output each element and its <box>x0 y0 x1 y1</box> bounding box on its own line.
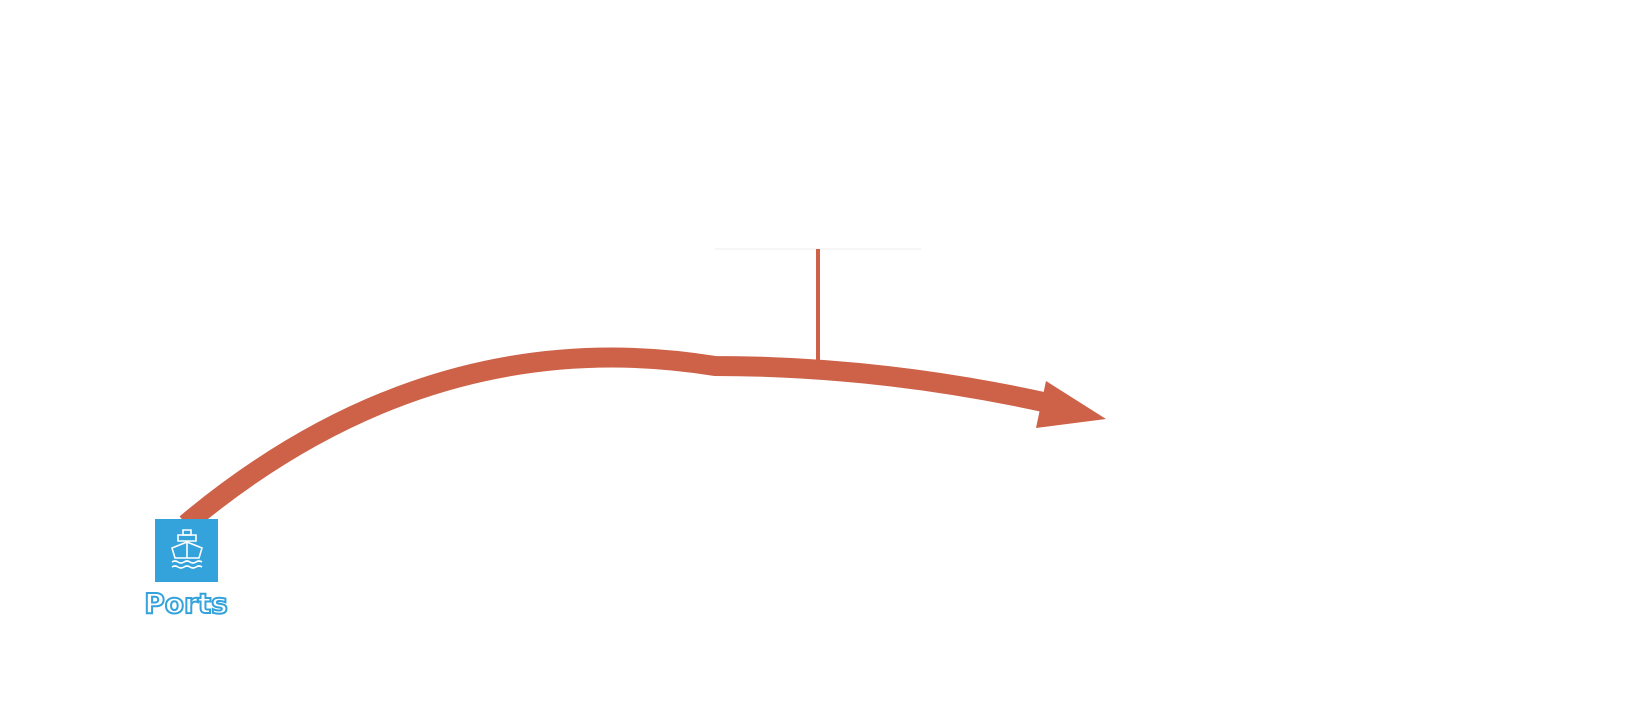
ports-node: Ports <box>143 519 229 621</box>
ship-icon <box>171 529 203 569</box>
node-label: Ports <box>144 587 228 620</box>
arrow-head <box>1036 381 1106 428</box>
flow-arrow <box>179 347 1051 532</box>
